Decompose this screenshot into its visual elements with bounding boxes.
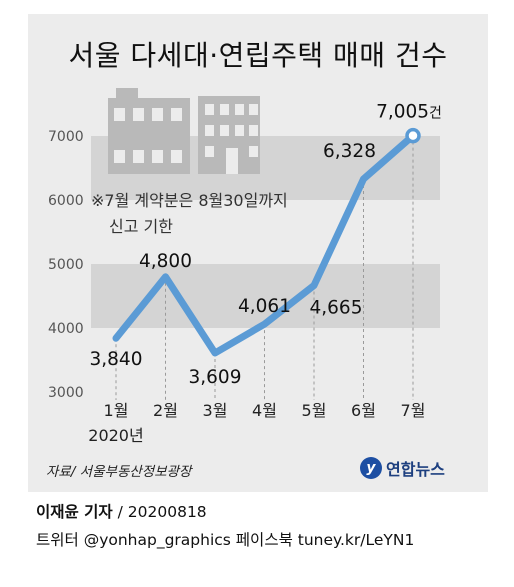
social-links: 트위터 @yonhap_graphics 페이스북 tuney.kr/LeYN1: [36, 531, 415, 549]
credit-line: 이재윤 기자 / 20200818: [36, 500, 207, 522]
x-tick-label: 3월: [203, 401, 228, 420]
y-tick-labels: 3000 4000 5000 6000 7000: [48, 129, 84, 401]
footnote-line-1: ※7월 계약분은 8월30일까지: [91, 191, 288, 210]
value-label: 4,800: [139, 251, 192, 272]
footnote: ※7월 계약분은 8월30일까지 신고 기한: [91, 188, 288, 240]
x-tick-label: 5월: [302, 401, 327, 420]
x-tick-labels: 1월 2월 3월 4월 5월 6월 7월 2020년: [88, 401, 425, 445]
guide-lines: [115, 135, 414, 400]
end-point-marker: [405, 127, 421, 144]
y-tick-4000: 4000: [48, 321, 84, 337]
source-text: 자료/ 서울부동산정보광장: [46, 464, 192, 480]
credit-date: / 20200818: [112, 503, 207, 521]
x-tick-label: 4월: [252, 401, 277, 420]
page-title: 서울 다세대·연립주택 매매 건수: [68, 39, 448, 72]
series-line: [112, 132, 417, 357]
value-label: 3,840: [90, 349, 143, 370]
footnote-line-2: 신고 기한: [109, 217, 173, 236]
x-year-label: 2020년: [88, 426, 143, 445]
value-label-last: 7,005건: [376, 102, 442, 123]
logo-icon: y: [360, 457, 382, 479]
y-tick-7000: 7000: [48, 129, 84, 145]
value-label: 4,061: [238, 296, 291, 317]
value-label-last-number: 7,005: [376, 102, 429, 123]
value-label-unit: 건: [429, 106, 442, 122]
building-icon-2: [198, 96, 260, 174]
chart-card: [28, 14, 488, 492]
yonhap-logo: y 연합뉴스: [360, 456, 445, 480]
x-tick-label: 1월: [104, 401, 129, 420]
y-tick-3000: 3000: [48, 385, 84, 401]
logo-text: 연합뉴스: [386, 460, 445, 479]
x-tick-label: 7월: [401, 401, 426, 420]
x-tick-label: 2월: [153, 401, 178, 420]
building-icon-1: [108, 88, 190, 174]
x-tick-label: 6월: [351, 401, 376, 420]
value-label: 6,328: [323, 141, 376, 162]
reporter-name: 이재윤 기자: [36, 503, 113, 521]
value-label: 3,609: [189, 367, 242, 388]
y-tick-6000: 6000: [48, 193, 84, 209]
value-label: 4,665: [310, 297, 363, 318]
y-tick-5000: 5000: [48, 257, 84, 273]
